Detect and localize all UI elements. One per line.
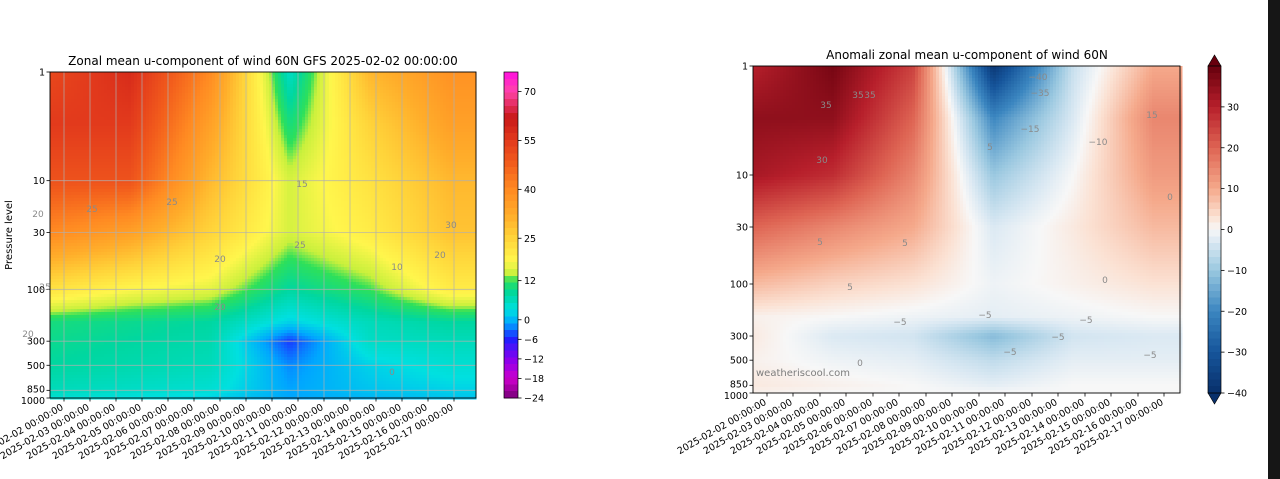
right-title: Anomali zonal mean u-component of wind 6…	[826, 48, 1108, 62]
left-grid	[50, 71, 476, 399]
contour-label: 5	[847, 283, 853, 293]
contour-label: −5	[1003, 348, 1016, 358]
contour-label: 25	[294, 241, 305, 251]
colorbar-tick-label: 0	[524, 315, 530, 326]
y-axis-label: Pressure level	[4, 200, 15, 270]
y-tick-label: 500	[27, 361, 45, 372]
y-tick-label: 1	[39, 68, 45, 79]
contour-label: 20	[214, 303, 226, 313]
y-tick-label: 300	[27, 337, 45, 348]
right-edge-bar	[1268, 0, 1280, 479]
contour-label: 35	[864, 91, 875, 101]
contour-label: 35	[820, 101, 831, 111]
contour-label: −40	[1029, 73, 1048, 83]
contour-label: 25	[86, 205, 97, 215]
contour-label: −5	[1143, 351, 1156, 361]
contour-label: 20	[22, 330, 34, 340]
contour-label: 25	[166, 198, 177, 208]
watermark: weatheriscool.com	[756, 368, 850, 379]
y-tick-label: 30	[33, 228, 45, 239]
right-frame	[752, 65, 1181, 394]
colorbar-tick-label: −12	[524, 354, 544, 365]
contour-label: −5	[1051, 333, 1064, 343]
colorbar-tick-label: 20	[1227, 143, 1239, 154]
colorbar-min-arrow	[1207, 392, 1222, 405]
colorbar-tick-label: −20	[1227, 307, 1247, 318]
left-title: Zonal mean u-component of wind 60N GFS 2…	[68, 54, 458, 68]
y-tick-label: 10	[33, 176, 45, 187]
y-tick-label: 30	[736, 223, 748, 234]
right-chart: Anomali zonal mean u-component of wind 6…	[676, 48, 1247, 457]
contour-label: 25	[39, 283, 50, 293]
colorbar-tick-label: 0	[1227, 225, 1233, 236]
left-field	[50, 72, 477, 400]
left-frame	[49, 71, 477, 399]
y-tick-label: 1000	[21, 396, 45, 407]
colorbar-tick-label: −24	[524, 394, 544, 405]
contour-label: 15	[296, 180, 307, 190]
y-tick-label: 100	[730, 280, 748, 291]
contour-label: 10	[391, 263, 403, 273]
contour-label: 15	[1146, 111, 1157, 121]
contour-label: −10	[1089, 138, 1108, 148]
colorbar-tick-label: 25	[524, 234, 536, 245]
contour-label: 0	[857, 359, 863, 369]
colorbar-tick-label: 30	[1227, 102, 1239, 113]
contour-label: 0	[1102, 276, 1108, 286]
colorbar-max-arrow	[1207, 54, 1222, 67]
contour-label: 5	[987, 143, 993, 153]
contour-label: 5	[817, 238, 823, 248]
y-tick-label: 500	[730, 356, 748, 367]
contour-label: 20	[32, 210, 44, 220]
contour-label: 30	[816, 156, 828, 166]
right-colorbar: 30 20 10 0 −10 −20 −30 −40	[1207, 54, 1247, 405]
colorbar-tick-label: 70	[524, 87, 536, 98]
contour-label: 30	[445, 221, 457, 231]
colorbar-tick-label: −6	[524, 335, 538, 346]
y-tick-label: 1000	[724, 391, 748, 402]
right-field	[753, 66, 1183, 394]
contour-label: 0	[1167, 193, 1173, 203]
y-tick-label: 300	[730, 332, 748, 343]
y-tick-label: 850	[27, 384, 45, 395]
y-tick-label: 1	[742, 62, 748, 73]
left-chart: Zonal mean u-component of wind 60N GFS 2…	[0, 54, 544, 462]
colorbar-tick-label: 12	[524, 276, 536, 287]
contour-label: 0	[389, 368, 395, 378]
left-colorbar: 70 55 40 25 12 0 −6 −12 −18 −24	[503, 71, 544, 405]
contour-label: −15	[1021, 125, 1040, 135]
colorbar-tick-label: −18	[524, 374, 544, 385]
contour-label: 35	[852, 91, 863, 101]
y-tick-label: 10	[736, 171, 748, 182]
colorbar-tick-label: −40	[1227, 389, 1247, 400]
colorbar-tick-label: 40	[524, 185, 536, 196]
contour-label: 5	[902, 239, 908, 249]
colorbar-tick-label: −10	[1227, 266, 1247, 277]
contour-label: −35	[1031, 89, 1050, 99]
colorbar-tick-label: −30	[1227, 348, 1247, 359]
contour-label: −5	[1079, 316, 1092, 326]
colorbar-tick-label: 55	[524, 136, 536, 147]
contour-label: 20	[214, 255, 226, 265]
contour-label: 20	[434, 251, 446, 261]
contour-label: −5	[978, 311, 991, 321]
contour-label: −5	[893, 318, 906, 328]
y-tick-label: 100	[27, 285, 45, 296]
y-tick-label: 850	[730, 379, 748, 390]
colorbar-tick-label: 10	[1227, 184, 1239, 195]
